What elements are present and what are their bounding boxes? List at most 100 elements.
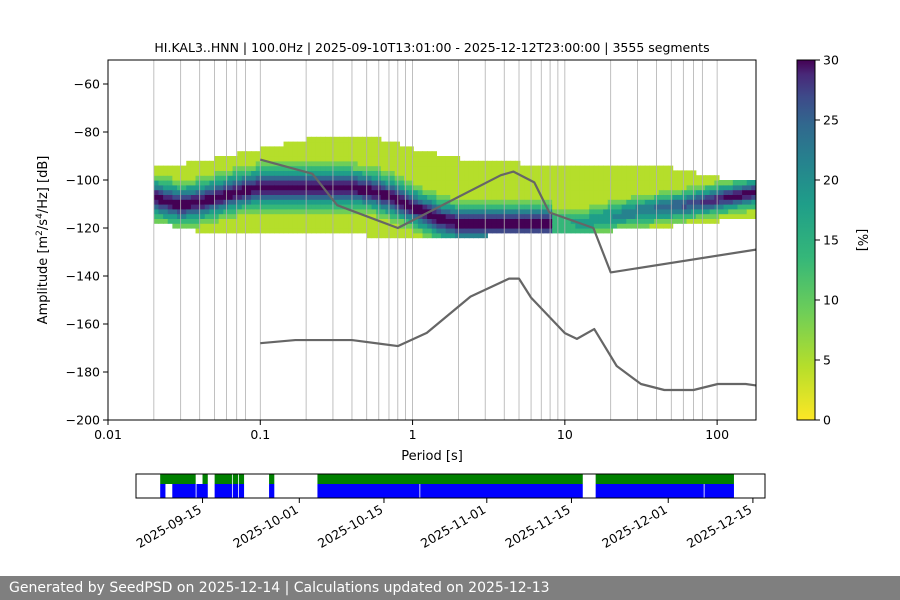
heatmap-cell — [593, 170, 600, 176]
heatmap-cell — [630, 223, 637, 229]
heatmap-cell — [200, 189, 206, 195]
heatmap-cell — [515, 223, 521, 229]
heatmap-cell — [339, 213, 345, 219]
heatmap-cell — [302, 213, 308, 219]
heatmap-cell — [445, 170, 451, 176]
heatmap-cell — [329, 189, 336, 195]
heatmap-cell — [640, 189, 646, 195]
heatmap-cell — [621, 199, 627, 205]
heatmap-cell — [158, 199, 164, 205]
heatmap-cell — [390, 184, 396, 191]
heatmap-cell — [246, 228, 252, 234]
heatmap-cell — [464, 223, 470, 229]
heatmap-cell — [260, 165, 266, 171]
heatmap-cell — [362, 146, 368, 152]
heatmap-cell — [510, 204, 516, 210]
heatmap-cell — [677, 208, 683, 215]
heatmap-cell — [343, 213, 349, 219]
heatmap-cell — [422, 180, 428, 186]
heatmap-cell — [329, 184, 336, 191]
heatmap-cell — [218, 204, 224, 210]
heatmap-cell — [510, 189, 516, 195]
heatmap-cell — [311, 180, 317, 186]
heatmap-cell — [450, 204, 456, 210]
heatmap-cell — [399, 228, 405, 234]
heatmap-cell — [153, 194, 160, 200]
heatmap-cell — [311, 165, 317, 171]
heatmap-cell — [427, 189, 433, 195]
heatmap-cell — [223, 170, 229, 176]
x-tick-label: 100 — [705, 427, 729, 442]
heatmap-cell — [223, 184, 229, 191]
heatmap-cell — [579, 165, 586, 171]
heatmap-cell — [153, 199, 160, 205]
heatmap-cell — [260, 184, 266, 191]
heatmap-cell — [158, 213, 164, 219]
heatmap-cell — [380, 218, 387, 224]
heatmap-cell — [292, 208, 299, 215]
heatmap-cell — [246, 194, 252, 200]
heatmap-cell — [380, 194, 387, 200]
heatmap-cell — [334, 170, 340, 176]
heatmap-cell — [186, 170, 192, 176]
heatmap-cell — [427, 228, 433, 234]
heatmap-cell — [311, 146, 317, 152]
heatmap-cell — [214, 228, 220, 234]
heatmap-cell — [487, 184, 493, 191]
heatmap-cell — [403, 165, 410, 171]
heatmap-cell — [394, 165, 400, 171]
heatmap-cell — [218, 175, 224, 181]
heatmap-cell — [556, 170, 563, 176]
heatmap-cell — [371, 218, 377, 224]
heatmap-cell — [371, 156, 377, 162]
heatmap-cell — [158, 204, 164, 210]
heatmap-cell — [320, 204, 326, 210]
heatmap-cell — [561, 228, 567, 234]
heatmap-cell — [542, 213, 549, 219]
heatmap-cell — [427, 165, 433, 171]
heatmap-cell — [255, 170, 261, 176]
heatmap-cell — [450, 194, 456, 200]
heatmap-cell — [320, 208, 326, 215]
heatmap-cell — [394, 208, 400, 215]
heatmap-cell — [519, 189, 525, 195]
heatmap-cell — [468, 184, 475, 191]
heatmap-cell — [177, 223, 183, 229]
heatmap-cell — [177, 170, 183, 176]
heatmap-cell — [570, 228, 576, 234]
heatmap-cell — [366, 146, 373, 152]
heatmap-cell — [408, 160, 414, 167]
heatmap-cell — [515, 204, 521, 210]
heatmap-cell — [487, 160, 493, 167]
heatmap-cell — [617, 213, 623, 219]
heatmap-cell — [529, 170, 535, 176]
heatmap-cell — [612, 165, 618, 171]
heatmap-cell — [348, 228, 354, 234]
heatmap-cell — [223, 223, 229, 229]
heatmap-cell — [172, 184, 178, 191]
heatmap-cell — [241, 175, 248, 181]
heatmap-cell — [385, 180, 391, 186]
heatmap-cell — [385, 184, 391, 191]
heatmap-cell — [478, 228, 484, 234]
heatmap-cell — [325, 199, 331, 205]
heatmap-cell — [723, 184, 729, 191]
heatmap-cell — [339, 165, 345, 171]
heatmap-cell — [329, 180, 336, 186]
heatmap-cell — [441, 194, 447, 200]
heatmap-cell — [251, 199, 257, 205]
heatmap-cell — [403, 213, 410, 219]
heatmap-cell — [422, 189, 428, 195]
heatmap-cell — [575, 194, 581, 200]
heatmap-cell — [297, 165, 303, 171]
heatmap-cell — [394, 232, 400, 239]
heatmap-cell — [269, 184, 275, 191]
heatmap-cell — [436, 223, 442, 229]
heatmap-cell — [366, 141, 373, 147]
heatmap-cell — [394, 141, 400, 147]
heatmap-cell — [737, 204, 743, 210]
heatmap-cell — [237, 204, 243, 210]
heatmap-cell — [343, 180, 349, 186]
colorbar-tick-label: 30 — [823, 53, 839, 68]
heatmap-cell — [603, 218, 609, 224]
